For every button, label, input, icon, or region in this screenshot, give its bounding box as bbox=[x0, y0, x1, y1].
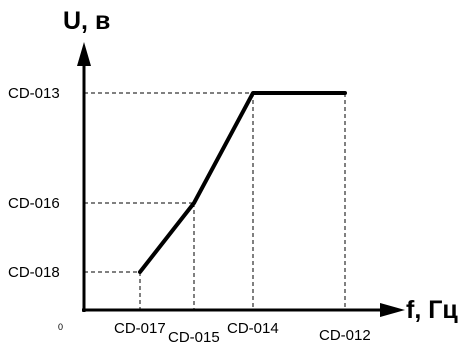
x-tick-label: CD-012 bbox=[319, 327, 371, 344]
characteristic-curve-line bbox=[138, 91, 347, 274]
characteristic-curve bbox=[138, 91, 347, 274]
y-tick-label: CD-016 bbox=[8, 195, 60, 212]
guide-lines bbox=[84, 92, 346, 310]
x-tick-label: CD-014 bbox=[227, 320, 279, 337]
x-tick-label: CD-017 bbox=[114, 320, 166, 337]
y-tick-label: CD-018 bbox=[8, 264, 60, 281]
y-tick-label: CD-013 bbox=[8, 85, 60, 102]
x-axis-title: f, Гц bbox=[406, 296, 458, 324]
y-axis-title: U, в bbox=[63, 7, 110, 35]
x-tick-label: CD-015 bbox=[168, 329, 220, 345]
origin-label: 0 bbox=[58, 322, 63, 332]
x-axis-arrow bbox=[380, 303, 405, 317]
y-axis-arrow bbox=[77, 42, 91, 66]
